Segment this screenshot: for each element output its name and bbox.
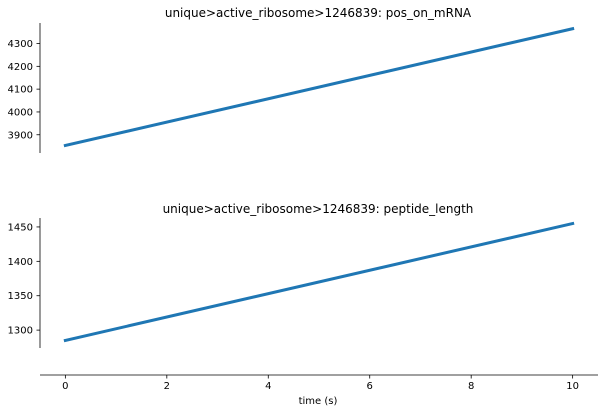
chart-title-peptide-length: unique>active_ribosome>1246839: peptide_… <box>163 202 474 216</box>
x-axis-label: time (s) <box>299 396 338 407</box>
y-tick-label: 1350 <box>8 291 33 302</box>
x-tick-label: 2 <box>164 381 170 392</box>
panel-pos-on-mrna: unique>active_ribosome>1246839: pos_on_m… <box>8 6 575 153</box>
series-layer <box>63 221 575 343</box>
series-line <box>63 221 575 343</box>
x-tick-label: 6 <box>367 381 373 392</box>
y-tick-label: 4000 <box>8 107 33 118</box>
x-tick-label: 10 <box>566 381 579 392</box>
x-ticks: 0 2 4 6 8 10 <box>62 375 579 392</box>
y-tick-label: 4100 <box>8 85 33 96</box>
y-tick-label: 1300 <box>8 326 33 337</box>
x-tick-label: 8 <box>468 381 474 392</box>
series-line <box>63 26 575 148</box>
y-ticks: 1300 1350 1400 1450 <box>8 222 40 337</box>
chart-title-pos-on-mrna: unique>active_ribosome>1246839: pos_on_m… <box>165 6 472 20</box>
x-axis: 0 2 4 6 8 10 time (s) <box>40 374 598 407</box>
y-tick-label: 3900 <box>8 130 33 141</box>
y-tick-label: 4300 <box>8 39 33 50</box>
y-tick-label: 4200 <box>8 62 33 73</box>
panel-peptide-length: unique>active_ribosome>1246839: peptide_… <box>8 202 575 348</box>
x-tick-label: 0 <box>62 381 68 392</box>
y-tick-label: 1400 <box>8 257 33 268</box>
y-tick-label: 1450 <box>8 222 33 233</box>
y-ticks: 3900 4000 4100 4200 4300 <box>8 39 40 141</box>
x-tick-label: 4 <box>265 381 271 392</box>
series-layer <box>63 26 575 148</box>
